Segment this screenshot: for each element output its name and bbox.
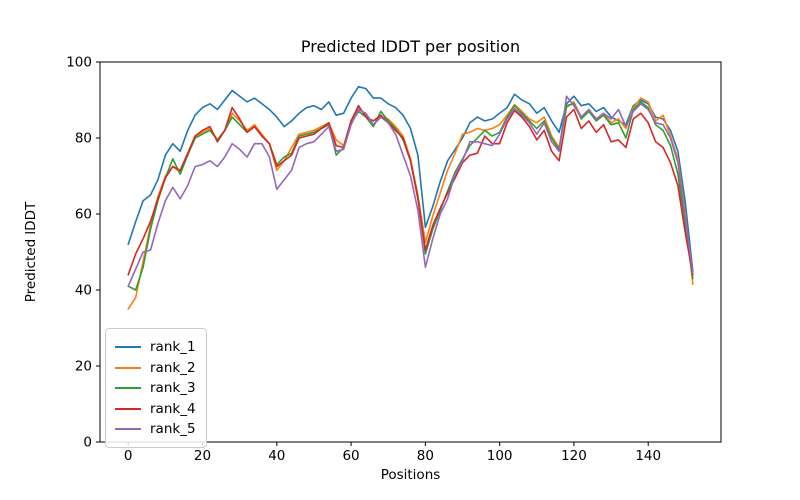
x-tick-label: 0 xyxy=(124,448,133,464)
x-axis-label: Positions xyxy=(380,467,441,483)
legend-label-rank_3: rank_3 xyxy=(150,380,196,396)
x-tick-label: 40 xyxy=(268,448,285,464)
y-axis-label: Predicted lDDT xyxy=(23,201,39,303)
series-line-rank_5 xyxy=(127,95,694,288)
legend-label-rank_1: rank_1 xyxy=(150,339,196,355)
x-tick-label: 20 xyxy=(194,448,211,464)
legend-line-swatch-rank_1 xyxy=(115,346,141,348)
legend-item-rank_5: rank_5 xyxy=(115,420,196,439)
x-tick-label: 120 xyxy=(561,448,587,464)
series-line-rank_1 xyxy=(127,85,694,272)
legend-line-swatch-rank_4 xyxy=(115,407,141,410)
y-tick-label: 80 xyxy=(75,131,92,147)
series-line-rank_4 xyxy=(127,104,694,276)
y-tick-label: 20 xyxy=(75,359,92,375)
legend-line-swatch-rank_2 xyxy=(115,366,141,369)
chart-title: Predicted lDDT per position xyxy=(300,37,521,56)
legend-item-rank_2: rank_2 xyxy=(115,358,196,377)
plot-area-border xyxy=(99,61,722,443)
y-tick-label: 0 xyxy=(83,435,92,451)
y-tick-label: 40 xyxy=(75,283,92,299)
x-tick-label: 100 xyxy=(487,448,513,464)
y-tick-label: 60 xyxy=(75,207,92,223)
legend: rank_1 rank_2 rank_3 rank_4 rank_5 xyxy=(105,328,207,448)
legend-item-rank_4: rank_4 xyxy=(115,399,196,418)
x-tick-label: 140 xyxy=(635,448,661,464)
legend-item-rank_1: rank_1 xyxy=(115,338,196,357)
legend-label-rank_5: rank_5 xyxy=(150,421,196,437)
x-tick-label: 80 xyxy=(417,448,434,464)
legend-line-swatch-rank_5 xyxy=(115,428,141,430)
legend-line-swatch-rank_3 xyxy=(115,387,141,389)
legend-label-rank_4: rank_4 xyxy=(150,400,196,417)
x-tick-label: 60 xyxy=(342,448,359,464)
y-tick-label: 100 xyxy=(66,55,92,71)
legend-label-rank_2: rank_2 xyxy=(150,359,196,376)
legend-item-rank_3: rank_3 xyxy=(115,379,196,398)
